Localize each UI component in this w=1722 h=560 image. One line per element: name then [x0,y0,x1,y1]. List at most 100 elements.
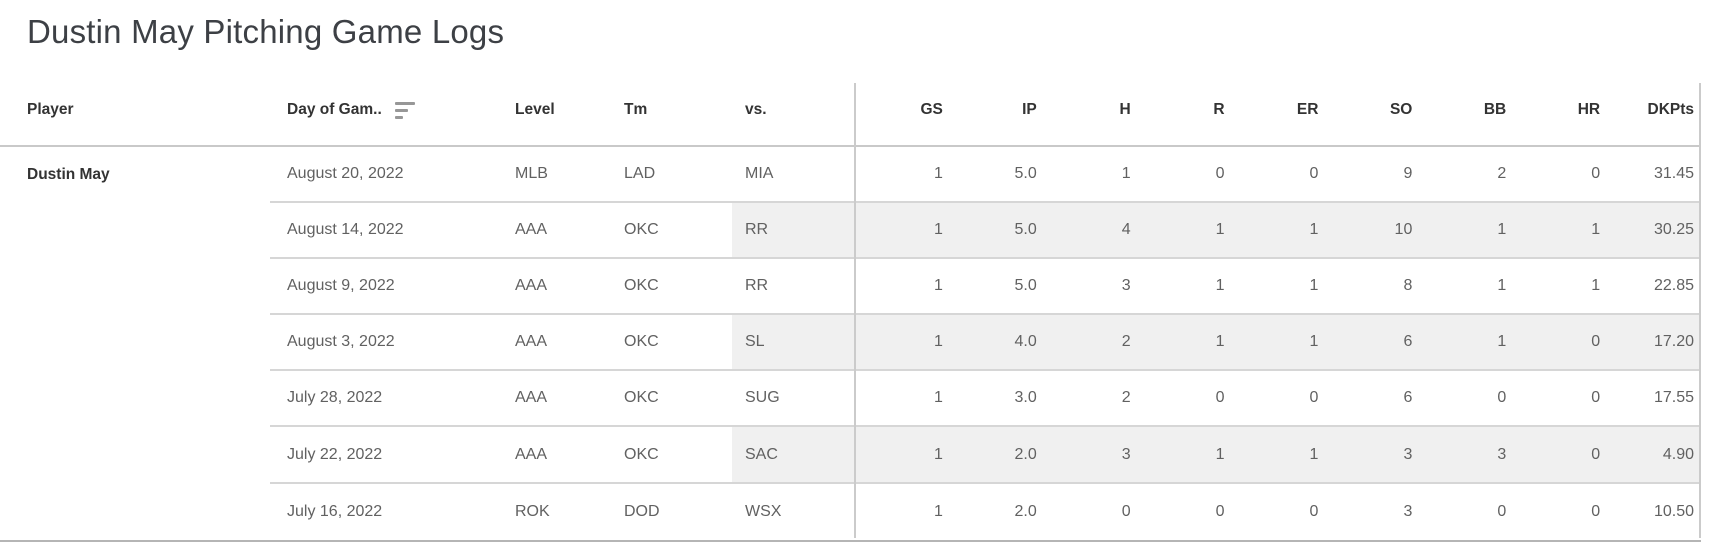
cell-ip[interactable]: 4.0 [949,315,1044,372]
cell-tm[interactable]: OKC [613,427,732,484]
game-log-row[interactable]: July 16, 2022 ROK DOD WSX 1 2.0 0 0 0 3 … [0,484,1701,540]
cell-gs[interactable]: 1 [856,203,950,260]
cell-gs[interactable]: 1 [933,502,943,520]
cell-gs[interactable]: 1 [856,371,950,428]
cell-bb[interactable]: 0 [1497,502,1507,520]
cell-dkpts[interactable]: 22.85 [1607,259,1702,316]
cell-vs[interactable]: SL [732,315,856,372]
cell-r[interactable]: 1 [1137,315,1232,372]
cell-so[interactable]: 8 [1325,259,1420,316]
cell-so[interactable]: 3 [1403,502,1413,520]
cell-level[interactable]: AAA [505,371,613,428]
cell-gs[interactable]: 1 [856,147,950,204]
cell-ip[interactable]: 2.0 [949,427,1044,484]
cell-tm[interactable]: OKC [613,259,732,316]
cell-level[interactable]: AAA [505,259,613,316]
cell-gs[interactable]: 1 [856,427,950,484]
cell-h[interactable]: 3 [1043,427,1138,484]
column-header-tm[interactable]: Tm [613,75,732,145]
sort-descending-icon[interactable] [394,101,415,119]
column-header-ip[interactable]: IP [950,75,1044,145]
cell-er[interactable]: 0 [1309,502,1319,520]
cell-h[interactable]: 2 [1043,315,1138,372]
cell-ip[interactable]: 5.0 [949,203,1044,260]
cell-so[interactable]: 6 [1325,371,1420,428]
cell-tm[interactable]: OKC [613,371,732,428]
cell-r[interactable]: 0 [1137,147,1232,204]
game-log-row[interactable]: August 9, 2022 AAA OKC RR 1 5.0 3 1 1 8 … [0,259,1702,316]
cell-gs[interactable]: 1 [856,315,950,372]
game-log-row[interactable]: Dustin May August 20, 2022 MLB LAD MIA 1… [0,147,1702,204]
cell-hr[interactable]: 1 [1513,203,1608,260]
cell-level[interactable]: ROK [515,502,550,520]
cell-date[interactable]: July 16, 2022 [287,502,383,520]
cell-date[interactable]: August 20, 2022 [270,147,505,204]
game-log-row[interactable]: August 14, 2022 AAA OKC RR 1 5.0 4 1 1 1… [0,203,1702,260]
cell-dkpts[interactable]: 17.55 [1607,371,1702,428]
cell-tm[interactable]: OKC [613,315,732,372]
cell-dkpts[interactable]: 31.45 [1607,147,1702,204]
column-header-r[interactable]: R [1138,75,1232,145]
column-header-player[interactable]: Player [0,75,270,145]
cell-hr[interactable]: 0 [1513,371,1608,428]
cell-h[interactable]: 3 [1043,259,1138,316]
cell-bb[interactable]: 0 [1419,371,1514,428]
cell-er[interactable]: 1 [1231,427,1326,484]
cell-ip[interactable]: 2.0 [1014,502,1037,520]
column-header-so[interactable]: SO [1325,75,1419,145]
cell-tm[interactable]: DOD [624,502,660,520]
column-header-h[interactable]: H [1044,75,1138,145]
game-log-row[interactable]: August 3, 2022 AAA OKC SL 1 4.0 2 1 1 6 … [0,315,1702,372]
cell-ip[interactable]: 3.0 [949,371,1044,428]
cell-level[interactable]: AAA [505,427,613,484]
cell-tm[interactable]: OKC [613,203,732,260]
column-header-hr[interactable]: HR [1513,75,1607,145]
column-header-bb[interactable]: BB [1419,75,1513,145]
column-header-level[interactable]: Level [505,75,613,145]
cell-vs[interactable]: WSX [745,502,782,520]
cell-hr[interactable]: 0 [1513,427,1608,484]
cell-vs[interactable]: RR [732,203,856,260]
cell-hr[interactable]: 1 [1513,259,1608,316]
cell-r[interactable]: 0 [1137,371,1232,428]
cell-so[interactable]: 9 [1325,147,1420,204]
cell-so[interactable]: 3 [1325,427,1420,484]
cell-r[interactable]: 1 [1137,203,1232,260]
cell-date[interactable]: August 14, 2022 [270,203,505,260]
cell-date[interactable]: July 28, 2022 [270,371,505,428]
cell-r[interactable]: 1 [1137,427,1232,484]
column-header-vs[interactable]: vs. [732,75,856,145]
cell-bb[interactable]: 1 [1419,315,1514,372]
cell-bb[interactable]: 1 [1419,203,1514,260]
game-log-row[interactable]: July 22, 2022 AAA OKC SAC 1 2.0 3 1 1 3 … [0,427,1702,484]
cell-tm[interactable]: LAD [613,147,732,204]
cell-level[interactable]: AAA [505,203,613,260]
cell-er[interactable]: 0 [1231,371,1326,428]
column-header-day-of-game[interactable]: Day of Gam.. [270,75,505,145]
cell-ip[interactable]: 5.0 [949,259,1044,316]
cell-h[interactable]: 0 [1121,502,1131,520]
cell-vs[interactable]: SUG [732,371,856,428]
cell-so[interactable]: 10 [1325,203,1420,260]
cell-vs[interactable]: MIA [732,147,856,204]
cell-vs[interactable]: SAC [732,427,856,484]
cell-bb[interactable]: 2 [1419,147,1514,204]
cell-vs[interactable]: RR [732,259,856,316]
cell-hr[interactable]: 0 [1591,502,1601,520]
cell-level[interactable]: MLB [505,147,613,204]
cell-dkpts[interactable]: 10.50 [1653,502,1695,520]
cell-er[interactable]: 1 [1231,203,1326,260]
cell-ip[interactable]: 5.0 [949,147,1044,204]
cell-gs[interactable]: 1 [856,259,950,316]
cell-er[interactable]: 1 [1231,315,1326,372]
cell-bb[interactable]: 1 [1419,259,1514,316]
cell-date[interactable]: July 22, 2022 [270,427,505,484]
cell-dkpts[interactable]: 17.20 [1607,315,1702,372]
cell-r[interactable]: 1 [1137,259,1232,316]
column-header-dkpts[interactable]: DKPts [1607,75,1701,145]
cell-so[interactable]: 6 [1325,315,1420,372]
cell-date[interactable]: August 3, 2022 [270,315,505,372]
cell-h[interactable]: 4 [1043,203,1138,260]
game-log-row[interactable]: July 28, 2022 AAA OKC SUG 1 3.0 2 0 0 6 … [0,371,1702,428]
player-name-cell[interactable]: Dustin May [27,166,110,184]
